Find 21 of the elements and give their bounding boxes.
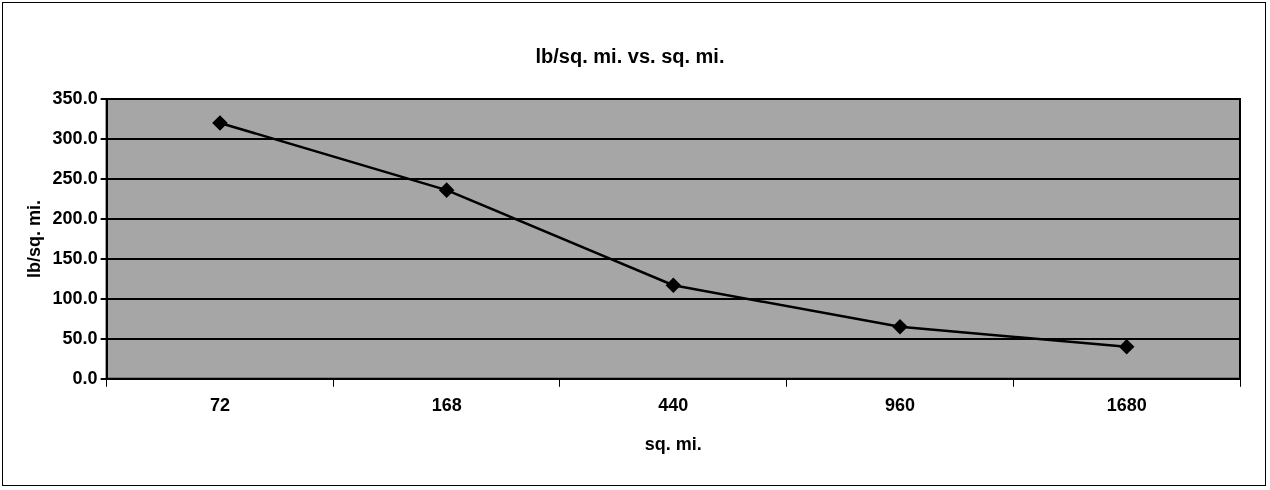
point: [1119, 339, 1134, 355]
chart-title: lb/sq. mi. vs. sq. mi.: [535, 44, 725, 67]
point: [666, 278, 681, 293]
point: [439, 182, 454, 198]
x-tick-label: 72: [209, 394, 230, 415]
y-tick-label: 0.0: [72, 367, 98, 388]
point: [212, 115, 228, 131]
y-tick-label: 350.0: [52, 87, 98, 108]
x-tick-label: 440: [658, 394, 689, 415]
x-tick-label: 168: [431, 394, 462, 415]
y-tick-label: 100.0: [52, 287, 98, 308]
x-tick-label: 1680: [1106, 394, 1147, 415]
y-tick-label: 150.0: [52, 247, 98, 268]
y-tick-label: 250.0: [52, 167, 98, 188]
point: [892, 319, 908, 335]
y-axis-title: lb/sq. mi.: [23, 199, 44, 278]
y-tick-label: 50.0: [62, 327, 98, 348]
y-tick-label: 300.0: [52, 127, 98, 148]
x-tick-label: 960: [884, 394, 916, 415]
y-tick-label: 200.0: [52, 207, 98, 228]
x-axis-title: sq. mi.: [644, 434, 702, 455]
